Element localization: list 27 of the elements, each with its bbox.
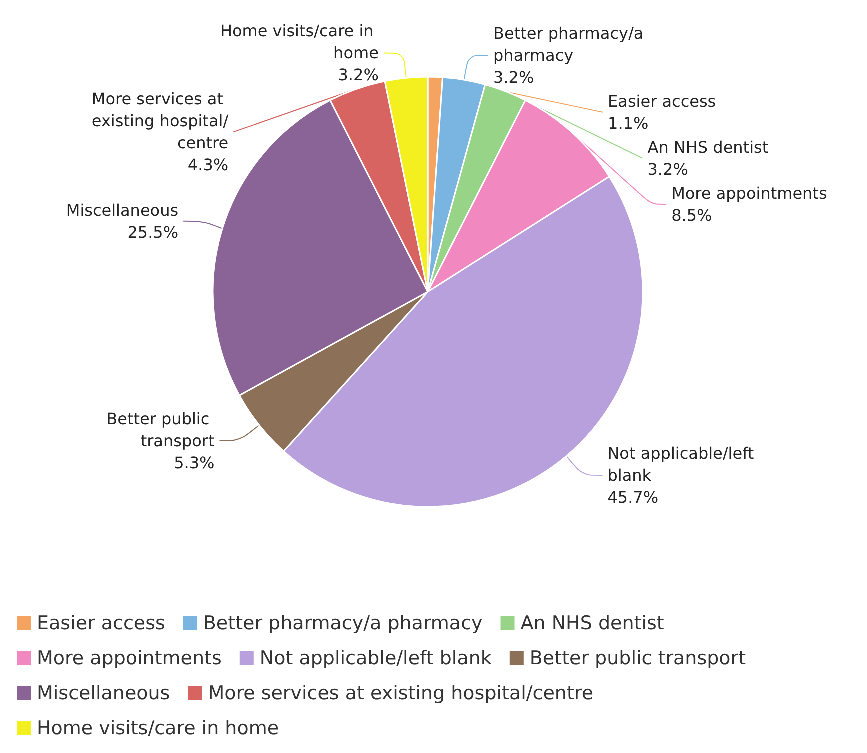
- legend-label: An NHS dentist: [520, 612, 664, 634]
- legend-label: Miscellaneous: [37, 682, 170, 704]
- legend-label: Better pharmacy/a pharmacy: [203, 612, 483, 634]
- data-label: 4.3%: [188, 156, 229, 175]
- data-label: 45.7%: [608, 488, 659, 507]
- legend-label: Easier access: [37, 612, 166, 634]
- legend-label: More services at existing hospital/centre: [208, 682, 594, 704]
- legend-label: More appointments: [37, 648, 222, 670]
- slice-label: Miscellaneous: [66, 200, 179, 220]
- slice-label: Not applicable/left blank: [608, 444, 760, 485]
- data-label: 8.5%: [672, 206, 712, 225]
- data-label: 5.3%: [174, 453, 215, 472]
- legend-label: Not applicable/left blank: [260, 648, 492, 670]
- data-label: 3.2%: [648, 160, 688, 179]
- slice-label: Home visits/care in home: [220, 22, 379, 63]
- legend-label: Home visits/care in home: [37, 718, 280, 740]
- slice-label: More appointments: [672, 184, 828, 203]
- slice-label: More services at existing hospital/ centre: [92, 90, 230, 153]
- slice-label: An NHS dentist: [648, 138, 769, 157]
- data-label: 1.1%: [608, 114, 649, 133]
- data-label: 3.2%: [338, 66, 379, 85]
- slice-label: Easier access: [608, 92, 716, 111]
- slice-label: Better public transport: [106, 409, 215, 450]
- data-label: 3.2%: [494, 68, 534, 87]
- data-label: 25.5%: [128, 222, 179, 242]
- legend-label: Better public transport: [530, 648, 746, 670]
- slice-label: Better pharmacy/a pharmacy: [494, 24, 649, 65]
